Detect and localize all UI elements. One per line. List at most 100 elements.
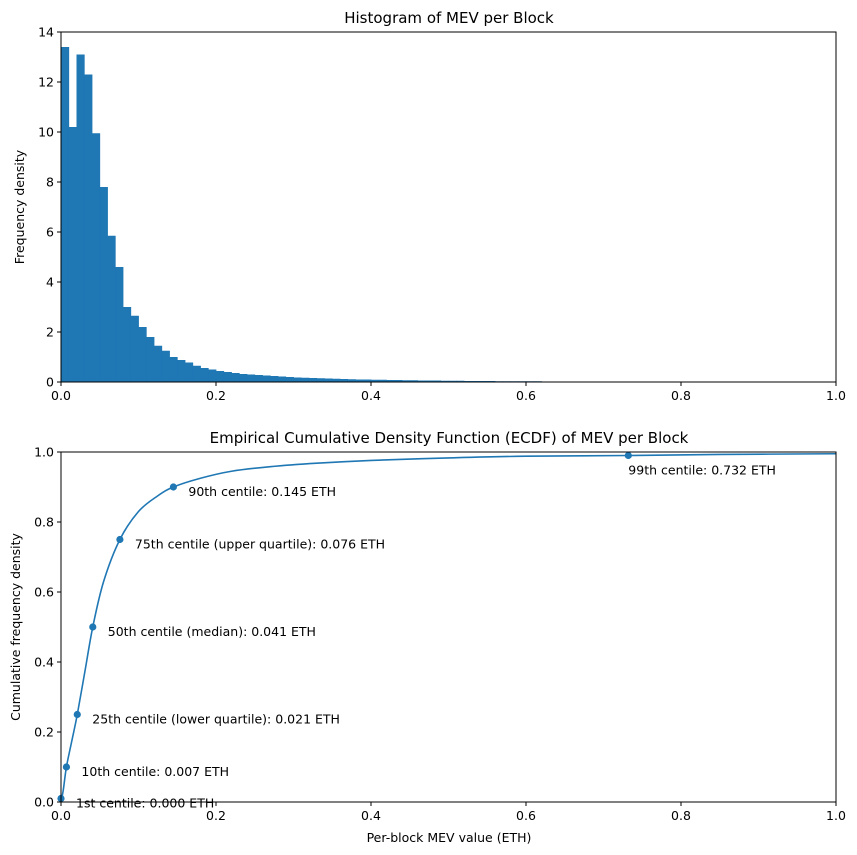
histogram-bar bbox=[332, 378, 341, 382]
histogram-bar bbox=[99, 187, 108, 382]
y-tick-label: 0 bbox=[46, 375, 54, 390]
histogram-bar bbox=[130, 315, 139, 382]
histogram-bar bbox=[92, 133, 101, 382]
histogram-bar bbox=[123, 307, 132, 382]
histogram-bar bbox=[254, 375, 263, 382]
histogram-bar bbox=[363, 379, 372, 382]
centile-label: 90th centile: 0.145 ETH bbox=[188, 484, 336, 499]
centile-marker bbox=[73, 710, 81, 719]
centile-marker bbox=[116, 535, 124, 544]
centile-marker bbox=[169, 483, 177, 491]
y-tick-label: 4 bbox=[46, 275, 54, 290]
ecdf-axes-frame bbox=[60, 451, 837, 803]
centile-label: 10th centile: 0.007 ETH bbox=[81, 764, 229, 779]
histogram-bar bbox=[192, 365, 201, 382]
histogram-bar bbox=[223, 372, 232, 382]
histogram-bar bbox=[68, 127, 77, 382]
histogram-bar bbox=[185, 362, 194, 382]
histogram-bar bbox=[169, 357, 178, 382]
y-tick-label: 6 bbox=[46, 225, 54, 240]
histogram-bar bbox=[154, 345, 163, 382]
y-tick-label: 1.0 bbox=[34, 445, 54, 460]
x-tick-label: 0.0 bbox=[51, 808, 71, 823]
y-tick-label: 8 bbox=[46, 175, 54, 190]
x-tick-label: 0.2 bbox=[206, 388, 226, 403]
ecdf-title: Empirical Cumulative Density Function (E… bbox=[210, 429, 689, 447]
histogram-bar bbox=[177, 360, 186, 382]
centile-label: 1st centile: 0.000 ETH bbox=[76, 796, 214, 811]
ecdf-panel: Empirical Cumulative Density Function (E… bbox=[8, 429, 846, 845]
histogram-y-ticks: 0 2 4 6 8 10 12 14 bbox=[38, 25, 61, 390]
histogram-title: Histogram of MEV per Block bbox=[344, 9, 554, 27]
x-tick-label: 0.6 bbox=[516, 808, 536, 823]
centile-label: 50th centile (median): 0.041 ETH bbox=[108, 624, 316, 639]
y-tick-label: 0.0 bbox=[34, 795, 54, 810]
ecdf-xlabel: Per-block MEV value (ETH) bbox=[367, 830, 532, 845]
histogram-bar bbox=[84, 74, 93, 382]
histogram-bar bbox=[355, 379, 364, 382]
histogram-bar bbox=[115, 267, 124, 382]
histogram-bar bbox=[309, 378, 318, 382]
histogram-bar bbox=[146, 337, 155, 382]
histogram-panel: Histogram of MEV per Block Frequency den… bbox=[12, 9, 846, 403]
histogram-bar bbox=[417, 380, 426, 382]
centile-marker bbox=[62, 763, 71, 771]
ecdf-centile-markers: 1st centile: 0.000 ETH 10th centile: 0.00… bbox=[57, 451, 776, 811]
histogram-bar bbox=[448, 380, 457, 382]
histogram-bar bbox=[138, 327, 147, 382]
centile-marker bbox=[89, 623, 97, 631]
histogram-bar bbox=[278, 376, 287, 382]
x-tick-label: 0.4 bbox=[361, 388, 381, 403]
histogram-bar bbox=[402, 380, 411, 382]
histogram-bar bbox=[316, 378, 325, 382]
histogram-bar bbox=[285, 377, 294, 382]
histogram-bar bbox=[293, 377, 302, 382]
histogram-bar bbox=[440, 380, 449, 382]
histogram-bar bbox=[161, 350, 170, 382]
x-tick-label: 1.0 bbox=[826, 808, 846, 823]
histogram-bar bbox=[324, 378, 333, 382]
histogram-bar bbox=[61, 47, 70, 382]
centile-label: 25th centile (lower quartile): 0.021 ETH bbox=[92, 712, 340, 727]
histogram-bar bbox=[76, 54, 85, 382]
centile-marker bbox=[624, 451, 632, 460]
y-tick-label: 0.8 bbox=[34, 515, 54, 530]
histogram-bar bbox=[409, 380, 418, 382]
histogram-bar bbox=[456, 380, 465, 382]
histogram-bar bbox=[262, 375, 271, 382]
x-tick-label: 0.6 bbox=[516, 388, 536, 403]
ecdf-x-ticks: 0.0 0.2 0.4 0.6 0.8 1.0 bbox=[51, 802, 846, 823]
histogram-bar bbox=[231, 373, 240, 382]
x-tick-label: 0.4 bbox=[361, 808, 381, 823]
histogram-ylabel: Frequency density bbox=[12, 149, 27, 264]
histogram-bar bbox=[107, 235, 116, 382]
y-tick-label: 0.2 bbox=[34, 725, 54, 740]
histogram-bar bbox=[239, 374, 248, 382]
histogram-axes-frame bbox=[60, 31, 837, 383]
histogram-bars bbox=[61, 47, 837, 382]
x-tick-label: 1.0 bbox=[826, 388, 846, 403]
histogram-bar bbox=[340, 379, 349, 382]
histogram-bar bbox=[247, 374, 256, 382]
x-tick-label: 0.8 bbox=[671, 808, 691, 823]
histogram-bar bbox=[433, 380, 442, 382]
histogram-bar bbox=[394, 380, 403, 382]
x-tick-label: 0.8 bbox=[671, 388, 691, 403]
ecdf-y-ticks: 0.0 0.2 0.4 0.6 0.8 1.0 bbox=[34, 445, 61, 810]
y-tick-label: 12 bbox=[38, 75, 54, 90]
x-tick-label: 0.0 bbox=[51, 388, 71, 403]
histogram-x-ticks: 0.0 0.2 0.4 0.6 0.8 1.0 bbox=[51, 382, 846, 403]
histogram-bar bbox=[301, 377, 310, 382]
histogram-bar bbox=[216, 371, 225, 382]
y-tick-label: 10 bbox=[38, 125, 54, 140]
centile-label: 75th centile (upper quartile): 0.076 ETH bbox=[135, 537, 385, 552]
y-tick-label: 14 bbox=[38, 25, 54, 40]
histogram-bar bbox=[208, 369, 217, 382]
histogram-bar bbox=[371, 379, 380, 382]
histogram-bar bbox=[270, 376, 279, 382]
x-tick-label: 0.2 bbox=[206, 808, 226, 823]
y-tick-label: 2 bbox=[46, 325, 54, 340]
ecdf-ylabel: Cumulative frequency density bbox=[8, 532, 23, 720]
histogram-bar bbox=[200, 368, 209, 382]
